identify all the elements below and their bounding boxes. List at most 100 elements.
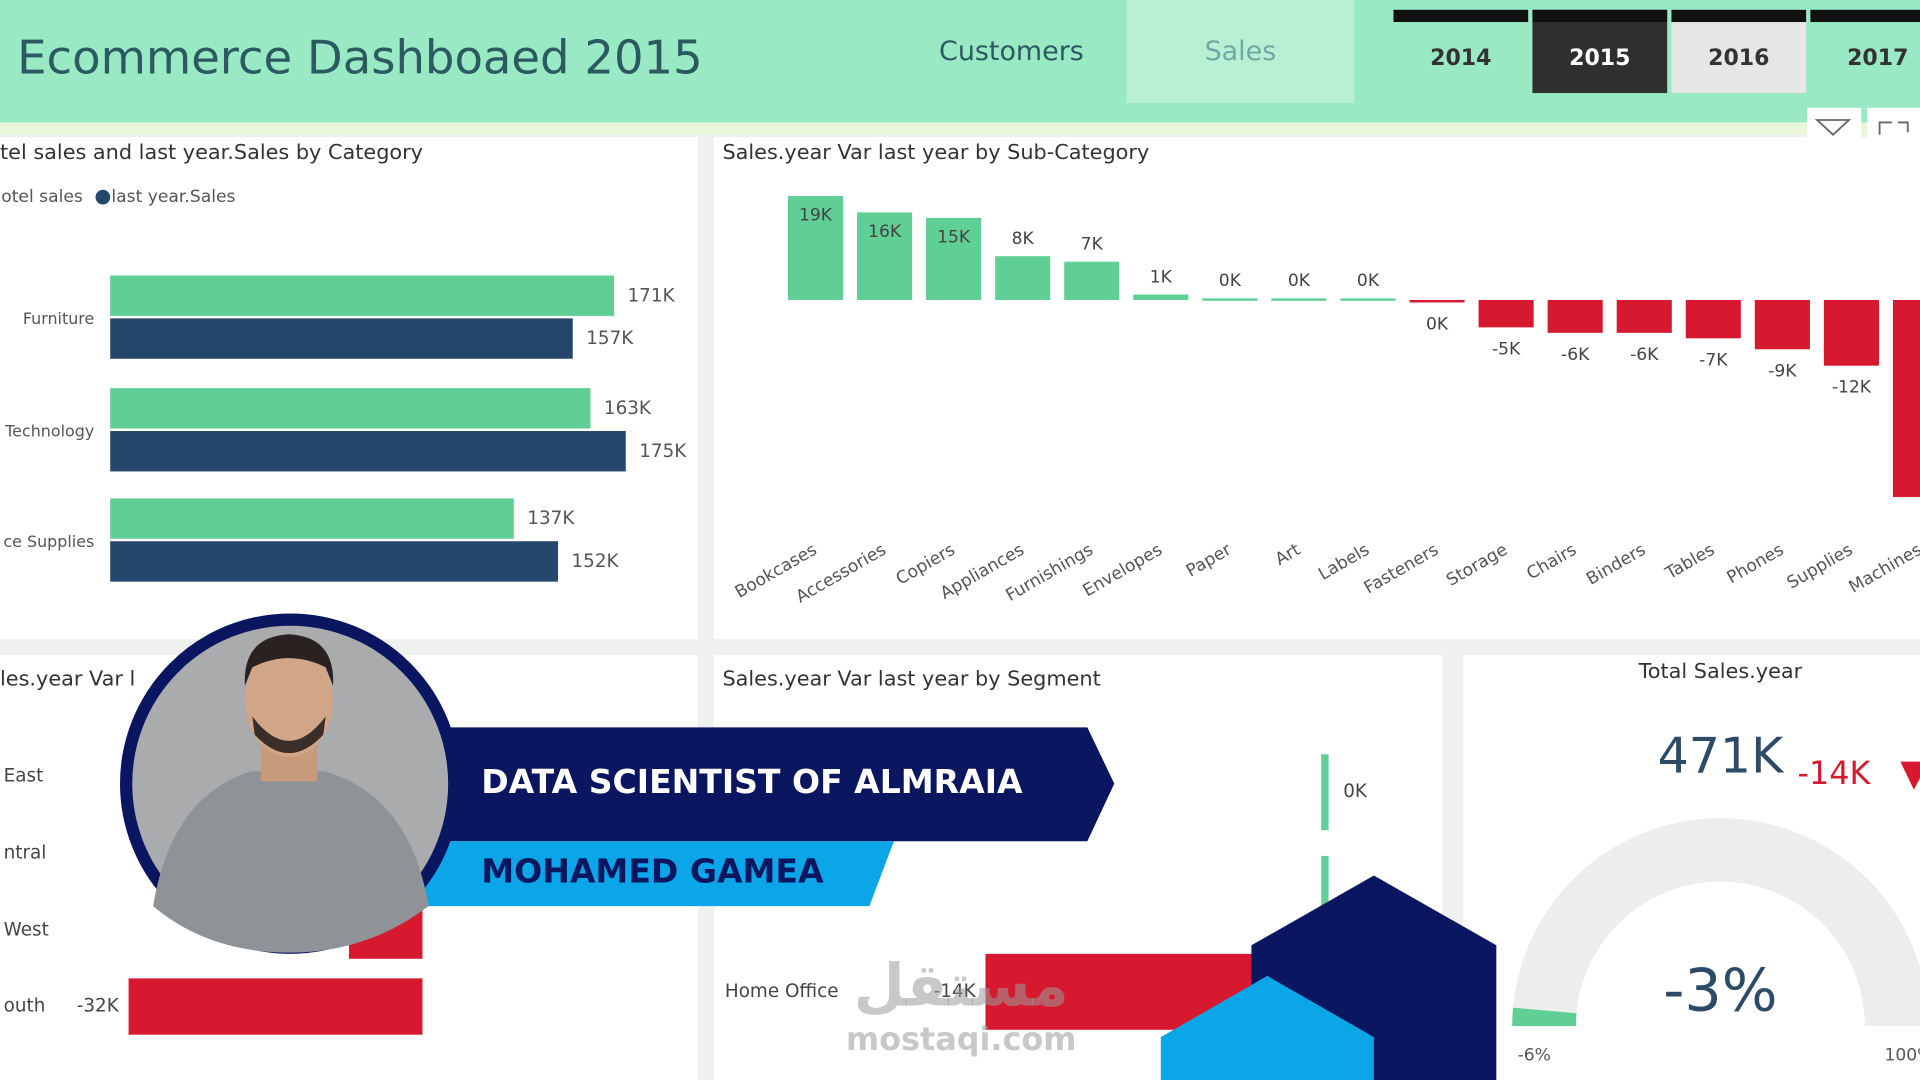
chart-title: tel sales and last year.Sales by Categor… [0,140,423,164]
bar [128,978,423,1035]
bar [110,388,591,429]
kpi-value: 471K [1658,728,1785,785]
data-label: 1K [1150,267,1173,287]
year-button[interactable] [1671,9,1807,94]
header-controls: Customers Sales 2014 2015 2016 2017 [939,0,1920,103]
bar [1892,300,1920,498]
name-banner [422,841,894,907]
bar [1409,300,1465,303]
bar [110,498,514,539]
gauge-fill [1512,1007,1577,1027]
kpi-delta: -14K [1798,754,1872,792]
data-label: 7K [1081,235,1104,255]
bar [926,217,982,300]
year-label[interactable]: 2014 [1430,46,1491,71]
watermark-url: mostaqi.com [846,1020,1076,1058]
bar [995,256,1051,300]
data-label: 19K [799,206,833,226]
legend-marker [95,189,111,205]
data-label: 0K [1288,271,1311,291]
bar [1133,294,1189,300]
header-divider [0,122,1920,135]
chart-title: Sales.year Var last year by Sub-Category [722,140,1149,164]
data-label: 163K [604,398,652,419]
tab-background [1126,0,1355,103]
bar [110,275,614,316]
bar [1616,300,1672,333]
data-label: 175K [639,441,687,462]
data-label: 8K [1012,229,1035,249]
data-label: 157K [586,328,634,349]
person-silhouette [153,634,429,953]
year-label[interactable]: 2016 [1708,46,1769,71]
tab[interactable]: Customers [939,36,1084,67]
bar [1340,298,1396,301]
data-label: 15K [937,227,971,247]
gauge-min: -6% [1518,1046,1551,1066]
bar [1823,300,1879,366]
year-button-top [1671,9,1807,23]
year-label[interactable]: 2017 [1847,46,1908,71]
delta-indicator [1900,761,1920,790]
data-label: 16K [868,222,902,242]
name-text: MOHAMED GAMEA [481,852,824,891]
bar [1321,855,1329,932]
data-label: 0K [1357,271,1380,291]
dashboard-title: Ecommerce Dashboaed 2015 [17,31,703,85]
data-label: -14K [934,981,977,1002]
data-label: 0K [1219,271,1242,291]
gauge-track [1512,818,1920,1027]
gauge-value: -3% [1663,955,1777,1024]
data-label: -32K [77,996,120,1017]
bar [1478,300,1534,328]
role-text: DATA SCIENTIST OF ALMRAIA [481,762,1023,801]
category-label: Home Office [725,981,839,1002]
category-label: outh [4,996,46,1017]
year-button[interactable] [1810,9,1920,94]
data-label: 137K [527,508,575,529]
bar [857,212,913,300]
chart-title: Total Sales.year [1638,659,1803,683]
legend-label: otel sales [1,187,83,207]
hexagon-shape [1160,975,1374,1080]
data-label: -9K [1768,361,1797,381]
bar [1202,298,1258,301]
tab[interactable]: Sales [1205,36,1277,67]
bar [110,541,559,582]
chart-title: les.year Var l [0,667,135,691]
bar [1271,298,1327,301]
gauge-max: 100% [1884,1046,1920,1066]
profile-overlay: DATA SCIENTIST OF ALMRAIA MOHAMED GAMEA … [120,613,1497,1080]
bar [1321,754,1329,831]
bar [1685,300,1741,339]
panel-icons [1807,107,1920,140]
category-label: ce Supplies [3,532,94,551]
year-button[interactable] [1393,9,1529,94]
category-label: ntral [4,842,47,863]
role-banner [440,727,1115,842]
year-button-top [1532,9,1668,23]
bar [787,196,844,300]
bar [1064,261,1120,300]
bar [110,318,573,359]
chart-title: Sales.year Var last year by Segment [722,667,1100,691]
category-label: East [4,765,44,786]
category-label: Technology [4,422,94,441]
year-button-top [1393,9,1529,23]
data-label: 0K [1426,314,1449,334]
data-label: -6K [1630,345,1659,365]
category-label: West [4,920,49,941]
bar [1754,300,1810,350]
category-label: Furniture [23,309,94,328]
data-label: 171K [627,285,675,306]
data-label: -7K [1699,350,1728,370]
data-label: 152K [571,551,619,572]
bar [1547,300,1603,333]
data-label: -12K [1832,378,1872,398]
year-button[interactable] [1532,9,1668,94]
year-label[interactable]: 2015 [1569,46,1630,71]
watermark: مستقل [854,950,1069,1019]
panel [713,137,1920,640]
